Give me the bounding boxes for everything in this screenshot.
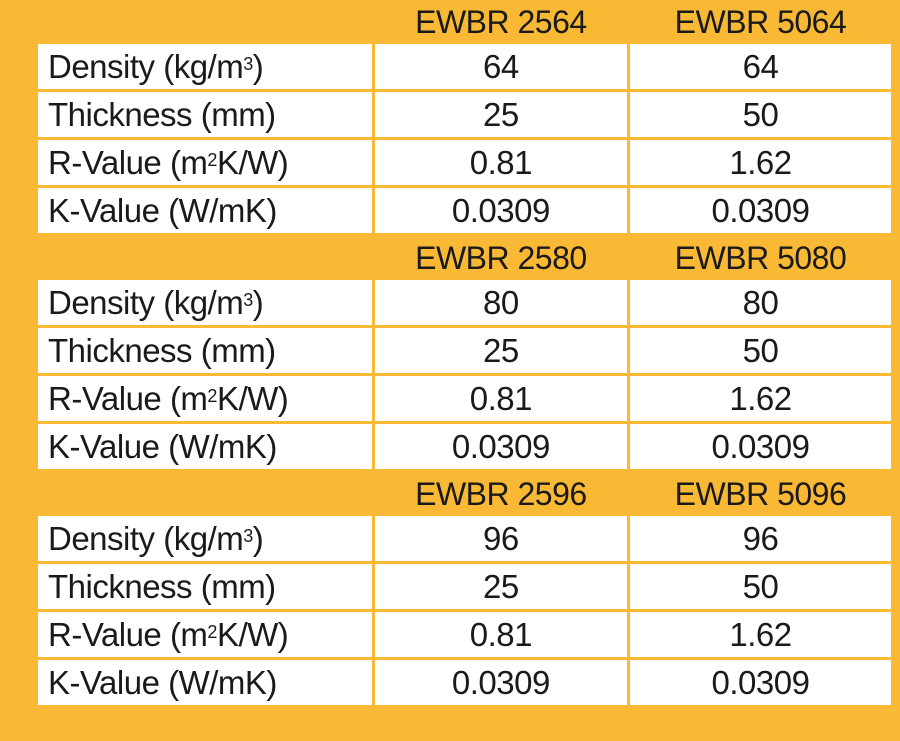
row-label: R-Value (m 2 K/W) — [38, 376, 372, 424]
table-row: Thickness (mm) 25 50 — [38, 328, 891, 376]
value-cell: 1.62 — [629, 612, 891, 660]
header-spacer — [38, 0, 372, 44]
value-cell: 0.0309 — [629, 424, 891, 472]
value-cell: 80 — [629, 280, 891, 328]
value-cell: 50 — [629, 92, 891, 140]
value-cell: 25 — [374, 564, 627, 612]
row-label: R-Value (m 2 K/W) — [38, 140, 372, 188]
value-cell: 96 — [629, 516, 891, 564]
value-cell: 0.0309 — [374, 660, 627, 708]
group-header: EWBR 2580 EWBR 5080 — [38, 236, 891, 280]
spec-group-2: EWBR 2580 EWBR 5080 Density (kg/m 3) 80 8… — [38, 236, 891, 472]
value-cell: 0.81 — [374, 376, 627, 424]
value-cell: 25 — [374, 328, 627, 376]
value-cell: 0.0309 — [374, 424, 627, 472]
table-row: R-Value (m 2 K/W) 0.81 1.62 — [38, 376, 891, 424]
value-cell: 64 — [374, 44, 627, 92]
value-cell: 96 — [374, 516, 627, 564]
value-cell: 0.81 — [374, 612, 627, 660]
group-header: EWBR 2596 EWBR 5096 — [38, 472, 891, 516]
value-cell: 0.0309 — [374, 188, 627, 236]
spec-table: EWBR 2564 EWBR 5064 Density (kg/m 3) 64 6… — [38, 0, 891, 708]
table-row: R-Value (m 2 K/W) 0.81 1.62 — [38, 612, 891, 660]
header-spacer — [38, 236, 372, 280]
row-label: Density (kg/m 3) — [38, 280, 372, 328]
value-cell: 50 — [629, 564, 891, 612]
value-cell: 25 — [374, 92, 627, 140]
value-cell: 50 — [629, 328, 891, 376]
product-name: EWBR 2564 — [374, 0, 627, 44]
table-row: Thickness (mm) 25 50 — [38, 92, 891, 140]
product-name: EWBR 5064 — [629, 0, 891, 44]
group-header: EWBR 2564 EWBR 5064 — [38, 0, 891, 44]
spec-group-1: EWBR 2564 EWBR 5064 Density (kg/m 3) 64 6… — [38, 0, 891, 236]
value-cell: 0.0309 — [629, 188, 891, 236]
table-row: Density (kg/m 3) 64 64 — [38, 44, 891, 92]
table-row: K-Value (W/mK) 0.0309 0.0309 — [38, 424, 891, 472]
row-label: Thickness (mm) — [38, 328, 372, 376]
product-name: EWBR 5096 — [629, 472, 891, 516]
row-label: R-Value (m 2 K/W) — [38, 612, 372, 660]
value-cell: 1.62 — [629, 376, 891, 424]
table-row: K-Value (W/mK) 0.0309 0.0309 — [38, 188, 891, 236]
product-name: EWBR 5080 — [629, 236, 891, 280]
table-row: R-Value (m 2 K/W) 0.81 1.62 — [38, 140, 891, 188]
table-row: K-Value (W/mK) 0.0309 0.0309 — [38, 660, 891, 708]
table-row: Density (kg/m 3) 80 80 — [38, 280, 891, 328]
table-row: Density (kg/m 3) 96 96 — [38, 516, 891, 564]
value-cell: 64 — [629, 44, 891, 92]
value-cell: 80 — [374, 280, 627, 328]
table-row: Thickness (mm) 25 50 — [38, 564, 891, 612]
row-label: Density (kg/m 3) — [38, 516, 372, 564]
row-label: Thickness (mm) — [38, 564, 372, 612]
row-label: K-Value (W/mK) — [38, 424, 372, 472]
value-cell: 1.62 — [629, 140, 891, 188]
row-label: Thickness (mm) — [38, 92, 372, 140]
product-name: EWBR 2580 — [374, 236, 627, 280]
row-label: K-Value (W/mK) — [38, 188, 372, 236]
row-label: Density (kg/m 3) — [38, 44, 372, 92]
row-label: K-Value (W/mK) — [38, 660, 372, 708]
value-cell: 0.81 — [374, 140, 627, 188]
product-name: EWBR 2596 — [374, 472, 627, 516]
spec-group-3: EWBR 2596 EWBR 5096 Density (kg/m 3) 96 9… — [38, 472, 891, 708]
value-cell: 0.0309 — [629, 660, 891, 708]
header-spacer — [38, 472, 372, 516]
